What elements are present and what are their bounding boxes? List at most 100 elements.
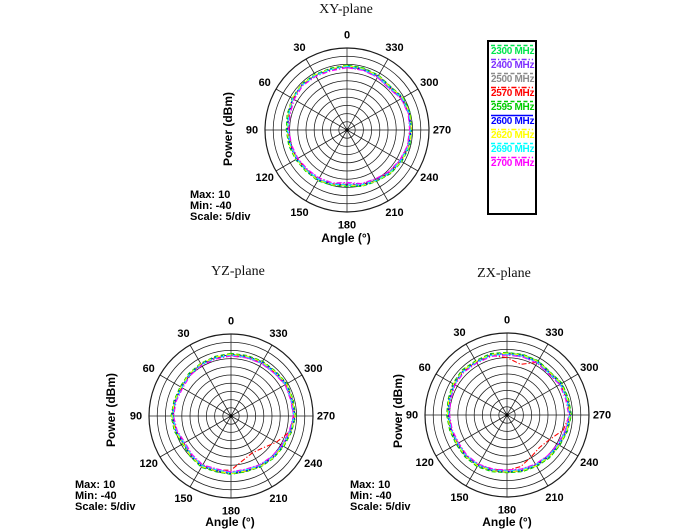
angle-tick-label: 300: [304, 363, 322, 375]
legend-item-2700-mhz: 2700 MHz: [491, 156, 535, 169]
trace-2700-mhz: [173, 355, 294, 473]
angle-tick-label: 90: [130, 411, 142, 423]
legend-item-label: 2595 MHz: [491, 102, 535, 113]
polar-grid-spoke: [435, 373, 508, 416]
polar-grid-spoke: [275, 88, 348, 131]
angle-tick-label: 120: [416, 457, 434, 469]
max-value: Max: 10: [350, 479, 391, 491]
legend-line-sample: [491, 156, 533, 159]
polar-center-dot: [505, 413, 509, 417]
polar-grid-spoke: [230, 415, 303, 458]
angle-tick-label: 0: [228, 316, 234, 328]
angle-tick-label: 0: [504, 315, 510, 327]
zx-power-axis-label: Power (dBm): [391, 373, 405, 449]
scale-value: Scale: 5/div: [190, 211, 251, 223]
trace-2700-mhz: [449, 354, 570, 471]
polar-grid-spoke: [435, 414, 508, 457]
polar-grid-spoke: [346, 129, 419, 172]
zx-plane-polar-chart: 0 30 60 90 120 150 180 210 240 270 300 330: [406, 315, 611, 517]
angle-tick-label: 30: [293, 42, 305, 54]
xy-scale-annotation: Max: 10 Min: -40 Scale: 5/div: [190, 190, 251, 223]
legend-item-2570-mhz: 2570 MHz: [491, 86, 535, 99]
polar-grid-spoke: [189, 344, 232, 417]
legend-line-sample: [491, 58, 533, 61]
angle-tick-label: 300: [420, 77, 438, 89]
angle-tick-label: 180: [222, 506, 240, 518]
legend-item-label: 2400 MHz: [491, 60, 535, 71]
polar-grid-spoke: [305, 129, 348, 202]
frequency-legend: 2300 MHz 2400 MHz 2500 MHz 2570 MHz 2595 MHz…: [487, 40, 537, 215]
angle-tick-label: 330: [385, 42, 403, 54]
trace-2620-mhz: [286, 65, 412, 187]
legend-item-2620-mhz: 2620 MHz: [491, 128, 534, 141]
legend-item-label: 2700 MHz: [491, 158, 535, 169]
angle-tick-label: 60: [259, 77, 271, 89]
angle-tick-label: 180: [498, 505, 516, 517]
angle-tick-label: 180: [338, 220, 356, 232]
angle-tick-label: 60: [419, 362, 431, 374]
legend-item-2500-mhz: 2500 MHz: [491, 72, 535, 85]
max-value: Max: 10: [190, 189, 231, 201]
max-value: Max: 10: [75, 479, 116, 491]
legend-line-sample: [491, 114, 533, 117]
angle-tick-label: 240: [580, 457, 598, 469]
min-value: Min: -40: [350, 490, 392, 502]
min-value: Min: -40: [190, 200, 232, 212]
angle-tick-label: 210: [545, 492, 563, 504]
xy-power-axis-label: Power (dBm): [221, 91, 235, 167]
legend-line-sample: [491, 128, 533, 131]
polar-grid-spoke: [506, 414, 549, 487]
angle-tick-label: 120: [140, 458, 158, 470]
legend-item-label: 2500 MHz: [491, 74, 535, 85]
angle-tick-label: 150: [290, 207, 308, 219]
polar-grid-spoke: [230, 374, 303, 417]
angle-tick-label: 90: [406, 410, 418, 422]
trace-2620-mhz: [171, 353, 296, 475]
legend-line-sample: [491, 142, 533, 145]
angle-tick-label: 270: [317, 411, 335, 423]
yz-plane-polar-chart: 0 30 60 90 120 150 180 210 240 270 300 330: [130, 316, 335, 518]
legend-line-sample: [491, 72, 533, 75]
angle-tick-label: 30: [453, 327, 465, 339]
polar-grid-spoke: [346, 58, 389, 131]
polar-grid-spoke: [275, 129, 348, 172]
polar-grid-spoke: [465, 414, 508, 487]
trace-2400-mhz: [172, 355, 295, 473]
yz-scale-annotation: Max: 10 Min: -40 Scale: 5/div: [75, 480, 136, 513]
zx-scale-annotation: Max: 10 Min: -40 Scale: 5/div: [350, 480, 411, 513]
polar-grid-spoke: [159, 415, 232, 458]
angle-tick-label: 210: [385, 207, 403, 219]
polar-grid-spoke: [230, 344, 273, 417]
legend-item-2300-mhz: 2300 MHz: [491, 44, 534, 57]
polar-center-dot: [345, 128, 349, 132]
legend-item-label: 2600 MHz: [491, 116, 535, 127]
polar-center-dot: [229, 414, 233, 418]
polar-grid-spoke: [506, 373, 579, 416]
xy-plane-polar-chart: 0 30 60 90 120 150 180 210 240 270 300 330: [246, 30, 451, 232]
min-value: Min: -40: [75, 490, 117, 502]
legend-item-2400-mhz: 2400 MHz: [491, 58, 535, 71]
yz-power-axis-label: Power (dBm): [104, 372, 118, 448]
polar-grid-spoke: [159, 374, 232, 417]
yz-plane-title: YZ-plane: [211, 264, 265, 279]
trace-2690-mhz: [287, 65, 411, 186]
legend-line-sample: [491, 44, 533, 47]
angle-tick-label: 270: [433, 125, 451, 137]
trace-2700-mhz: [288, 67, 411, 185]
polar-grid-spoke: [346, 129, 389, 202]
polar-grid-spoke: [230, 415, 273, 488]
angle-tick-label: 240: [304, 458, 322, 470]
trace-2690-mhz: [448, 353, 571, 472]
polar-grid-spoke: [305, 58, 348, 131]
angle-tick-label: 120: [256, 172, 274, 184]
angle-tick-label: 0: [344, 30, 350, 42]
angle-tick-label: 210: [269, 493, 287, 505]
polar-grid-spoke: [506, 343, 549, 416]
polar-grid-spoke: [189, 415, 232, 488]
angle-tick-label: 60: [143, 363, 155, 375]
polar-grid-spoke: [346, 88, 419, 131]
legend-item-label: 2570 MHz: [491, 88, 535, 99]
xy-angle-axis-label: Angle (°): [321, 231, 371, 245]
legend-item-2595-mhz: 2595 MHz: [491, 100, 535, 113]
